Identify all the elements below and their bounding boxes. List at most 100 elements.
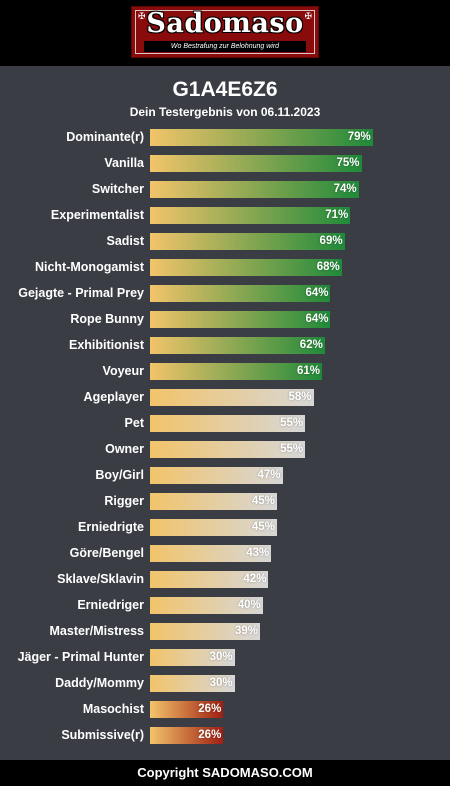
value-label: 45%: [251, 521, 275, 533]
value-label: 79%: [347, 131, 371, 143]
bar: 55%: [150, 441, 306, 458]
category-label: Switcher: [91, 182, 144, 196]
bar: 45%: [150, 493, 277, 510]
value-label: 47%: [257, 469, 281, 481]
bar-row: Erniedriger 40%: [0, 592, 450, 618]
value-label: 74%: [333, 183, 357, 195]
category-label: Rigger: [104, 494, 144, 508]
bar: 64%: [150, 285, 331, 302]
value-label: 30%: [209, 651, 233, 663]
site-logo[interactable]: ✠ ✠ Sadomaso Wo Bestrafung zur Belohnung…: [131, 6, 319, 58]
category-label: Erniedrigte: [78, 520, 144, 534]
category-label: Sklave/Sklavin: [57, 572, 144, 586]
category-label: Vanilla: [104, 156, 144, 170]
category-label: Erniedriger: [77, 598, 144, 612]
bar: 26%: [150, 701, 224, 718]
bar-row: Nicht-Monogamist 68%: [0, 254, 450, 280]
category-label: Masochist: [82, 702, 144, 716]
bar: 47%: [150, 467, 283, 484]
value-label: 64%: [305, 287, 329, 299]
bar-row: Ageplayer 58%: [0, 384, 450, 410]
bar-row: Rope Bunny 64%: [0, 306, 450, 332]
bar-row: Masochist 26%: [0, 696, 450, 722]
bar-row: Owner 55%: [0, 436, 450, 462]
category-label: Master/Mistress: [49, 624, 145, 638]
value-label: 68%: [316, 261, 340, 273]
bar-row: Jäger - Primal Hunter 30%: [0, 644, 450, 670]
value-label: 26%: [198, 729, 222, 741]
bar: 58%: [150, 389, 314, 406]
bar: 69%: [150, 233, 345, 250]
bar-row: Experimentalist 71%: [0, 202, 450, 228]
category-label: Sadist: [106, 234, 144, 248]
value-label: 40%: [237, 599, 261, 611]
category-label: Daddy/Mommy: [55, 676, 144, 690]
bar-row: Erniedrigte 45%: [0, 514, 450, 540]
value-label: 42%: [243, 573, 267, 585]
logo-frame: [135, 10, 315, 54]
category-label: Gejagte - Primal Prey: [18, 286, 144, 300]
bar-row: Exhibitionist 62%: [0, 332, 450, 358]
result-title: G1A4E6Z6: [172, 78, 278, 101]
value-label: 26%: [198, 703, 222, 715]
category-label: Voyeur: [102, 364, 144, 378]
bar: 30%: [150, 649, 235, 666]
value-label: 30%: [209, 677, 233, 689]
category-label: Experimentalist: [50, 208, 144, 222]
bar: 75%: [150, 155, 362, 172]
value-label: 39%: [234, 625, 258, 637]
category-label: Boy/Girl: [95, 468, 144, 482]
bar-row: Boy/Girl 47%: [0, 462, 450, 488]
bar: 74%: [150, 181, 359, 198]
category-label: Owner: [105, 442, 144, 456]
cross-icon: ✠: [304, 11, 312, 21]
value-label: 43%: [246, 547, 270, 559]
value-label: 64%: [305, 313, 329, 325]
value-label: 55%: [280, 443, 304, 455]
logo-tagline: Wo Bestrafung zur Belohnung wird: [144, 41, 306, 52]
bar-row: Daddy/Mommy 30%: [0, 670, 450, 696]
bar: 40%: [150, 597, 263, 614]
category-label: Göre/Bengel: [69, 546, 144, 560]
bar: 64%: [150, 311, 331, 328]
value-label: 58%: [288, 391, 312, 403]
bar-row: Voyeur 61%: [0, 358, 450, 384]
bar: 39%: [150, 623, 260, 640]
bar: 62%: [150, 337, 325, 354]
bar: 55%: [150, 415, 306, 432]
category-label: Exhibitionist: [69, 338, 144, 352]
bar: 71%: [150, 207, 351, 224]
value-label: 69%: [319, 235, 343, 247]
bar: 61%: [150, 363, 323, 380]
bar: 43%: [150, 545, 272, 562]
category-label: Dominante(r): [66, 130, 144, 144]
bar: 26%: [150, 727, 224, 744]
category-label: Pet: [124, 416, 144, 430]
category-label: Nicht-Monogamist: [34, 260, 144, 274]
bar-row: Switcher 74%: [0, 176, 450, 202]
category-label: Ageplayer: [83, 390, 144, 404]
header-bar: ✠ ✠ Sadomaso Wo Bestrafung zur Belohnung…: [0, 0, 450, 66]
bar: 30%: [150, 675, 235, 692]
value-label: 75%: [336, 157, 360, 169]
bar-row: Submissive(r) 26%: [0, 722, 450, 748]
value-label: 45%: [251, 495, 275, 507]
bar-row: Master/Mistress 39%: [0, 618, 450, 644]
bar-row: Vanilla 75%: [0, 150, 450, 176]
category-label: Submissive(r): [61, 728, 144, 742]
value-label: 61%: [296, 365, 321, 377]
bar-row: Sadist 69%: [0, 228, 450, 254]
category-label: Rope Bunny: [70, 312, 144, 326]
bar-row: Rigger 45%: [0, 488, 450, 514]
category-label: Jäger - Primal Hunter: [17, 650, 144, 664]
value-label: 62%: [299, 339, 323, 351]
bar-row: Göre/Bengel 43%: [0, 540, 450, 566]
value-label: 71%: [325, 209, 349, 221]
value-label: 55%: [280, 417, 304, 429]
bar: 42%: [150, 571, 269, 588]
logo-text: Sadomaso: [146, 8, 304, 39]
bar-row: Pet 55%: [0, 410, 450, 436]
bar-row: Sklave/Sklavin 42%: [0, 566, 450, 592]
footer-copyright[interactable]: Copyright SADOMASO.COM: [0, 760, 450, 786]
bar: 79%: [150, 129, 373, 146]
